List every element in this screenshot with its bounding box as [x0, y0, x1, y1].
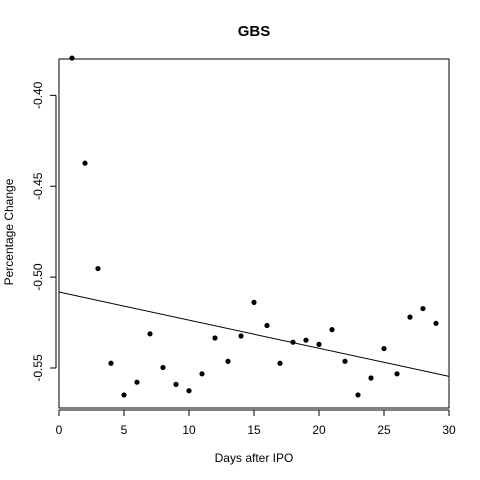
- data-point: [264, 322, 270, 329]
- y-tick-label: -0.50: [31, 263, 45, 291]
- data-point: [108, 360, 114, 366]
- data-point: [238, 333, 244, 339]
- x-tick-label: 15: [247, 423, 261, 437]
- data-point: [368, 375, 374, 381]
- data-point: [173, 381, 179, 387]
- data-point: [355, 392, 361, 398]
- data-point: [277, 360, 283, 366]
- y-axis-label: Percentage Change: [2, 178, 16, 285]
- x-tick-label: 0: [56, 423, 63, 437]
- data-point: [199, 371, 205, 377]
- y-tick-label: -0.45: [31, 172, 45, 200]
- plot-frame: [58, 58, 450, 409]
- data-point: [329, 327, 335, 333]
- data-point: [225, 358, 231, 364]
- data-point: [69, 55, 75, 61]
- data-point: [82, 160, 88, 166]
- x-tick-label: 5: [121, 423, 128, 437]
- trend-line: [58, 291, 450, 377]
- data-point: [342, 358, 348, 364]
- data-point: [381, 345, 387, 352]
- data-point: [316, 341, 322, 347]
- data-point: [134, 379, 140, 385]
- data-point: [212, 335, 218, 341]
- data-point: [160, 364, 166, 371]
- x-axis: 0 5 10 15 20 25 30: [56, 409, 456, 437]
- x-tick-label: 10: [182, 423, 196, 437]
- y-axis: -0.55 -0.50 -0.45 -0.40: [31, 81, 57, 382]
- y-tick-label: -0.55: [31, 354, 45, 382]
- data-points: [69, 55, 439, 398]
- data-point: [433, 320, 439, 326]
- data-point: [290, 339, 296, 345]
- data-point: [186, 388, 192, 394]
- x-axis-label: Days after IPO: [215, 451, 294, 465]
- data-point: [147, 331, 153, 337]
- y-tick-label: -0.40: [31, 81, 45, 109]
- data-point: [95, 265, 101, 272]
- x-tick-label: 25: [377, 423, 391, 437]
- x-tick-label: 20: [312, 423, 326, 437]
- data-point: [121, 392, 127, 398]
- data-point: [407, 314, 413, 320]
- chart-title: GBS: [238, 23, 271, 40]
- data-point: [303, 337, 309, 343]
- data-point: [420, 305, 426, 312]
- data-point: [394, 371, 400, 377]
- x-tick-label: 30: [442, 423, 456, 437]
- data-point: [251, 299, 257, 305]
